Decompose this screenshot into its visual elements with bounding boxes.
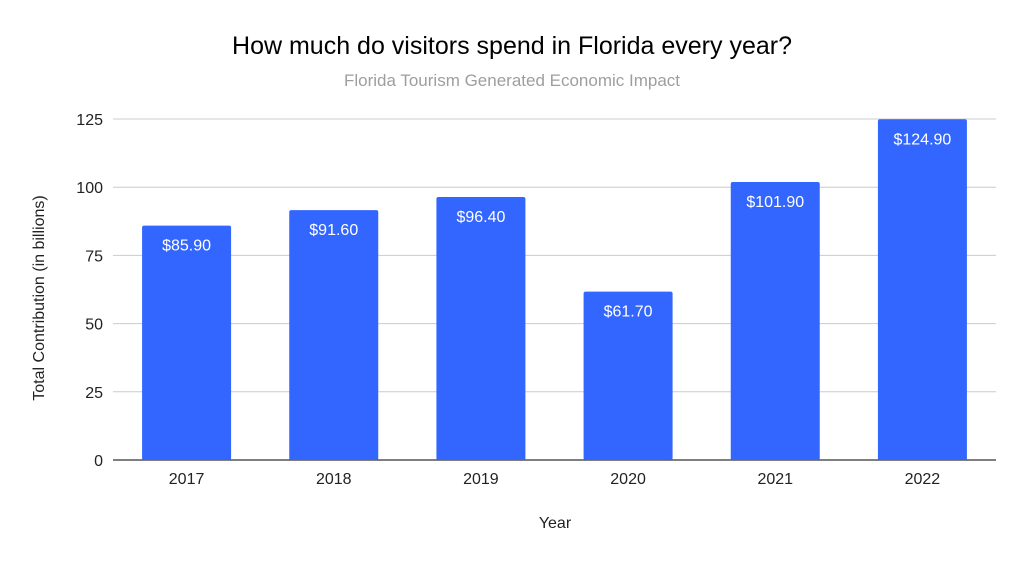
bar-2018 <box>289 210 379 460</box>
x-tick-label: 2018 <box>316 471 352 488</box>
bar-2020 <box>583 291 673 460</box>
data-label-2020: $61.70 <box>604 304 653 321</box>
y-tick-label: 100 <box>76 180 103 197</box>
x-tick-label: 2021 <box>757 471 793 488</box>
bars <box>142 119 967 461</box>
chart-subtitle: Florida Tourism Generated Economic Impac… <box>344 71 680 90</box>
y-axis-ticks: 0 25 50 75 100 125 <box>76 112 103 470</box>
data-labels: $85.90 $91.60 $96.40 $61.70 $101.90 $124.90 <box>162 131 951 320</box>
x-tick-label: 2017 <box>169 471 205 488</box>
data-label-2018: $91.60 <box>309 222 358 239</box>
data-label-2017: $85.90 <box>162 238 211 255</box>
data-label-2022: $124.90 <box>893 131 951 148</box>
y-axis-title: Total Contribution (in billions) <box>31 195 48 400</box>
x-axis-title: Year <box>539 515 572 532</box>
data-label-2019: $96.40 <box>456 209 505 226</box>
x-tick-label: 2022 <box>905 471 941 488</box>
x-axis-ticks: 2017 2018 2019 2020 2021 2022 <box>169 471 941 488</box>
y-tick-label: 75 <box>85 248 103 265</box>
y-tick-label: 50 <box>85 317 103 334</box>
bar-2019 <box>436 197 526 460</box>
y-tick-label: 25 <box>85 385 103 402</box>
data-label-2021: $101.90 <box>746 194 804 211</box>
bar-2017 <box>142 225 232 460</box>
gridlines <box>113 118 996 461</box>
chart-title: How much do visitors spend in Florida ev… <box>232 32 792 60</box>
x-tick-label: 2019 <box>463 471 499 488</box>
y-tick-label: 125 <box>76 112 103 129</box>
bar-2022 <box>877 119 967 460</box>
bar-2021 <box>730 182 820 461</box>
x-tick-label: 2020 <box>610 471 646 488</box>
y-tick-label: 0 <box>94 453 103 470</box>
